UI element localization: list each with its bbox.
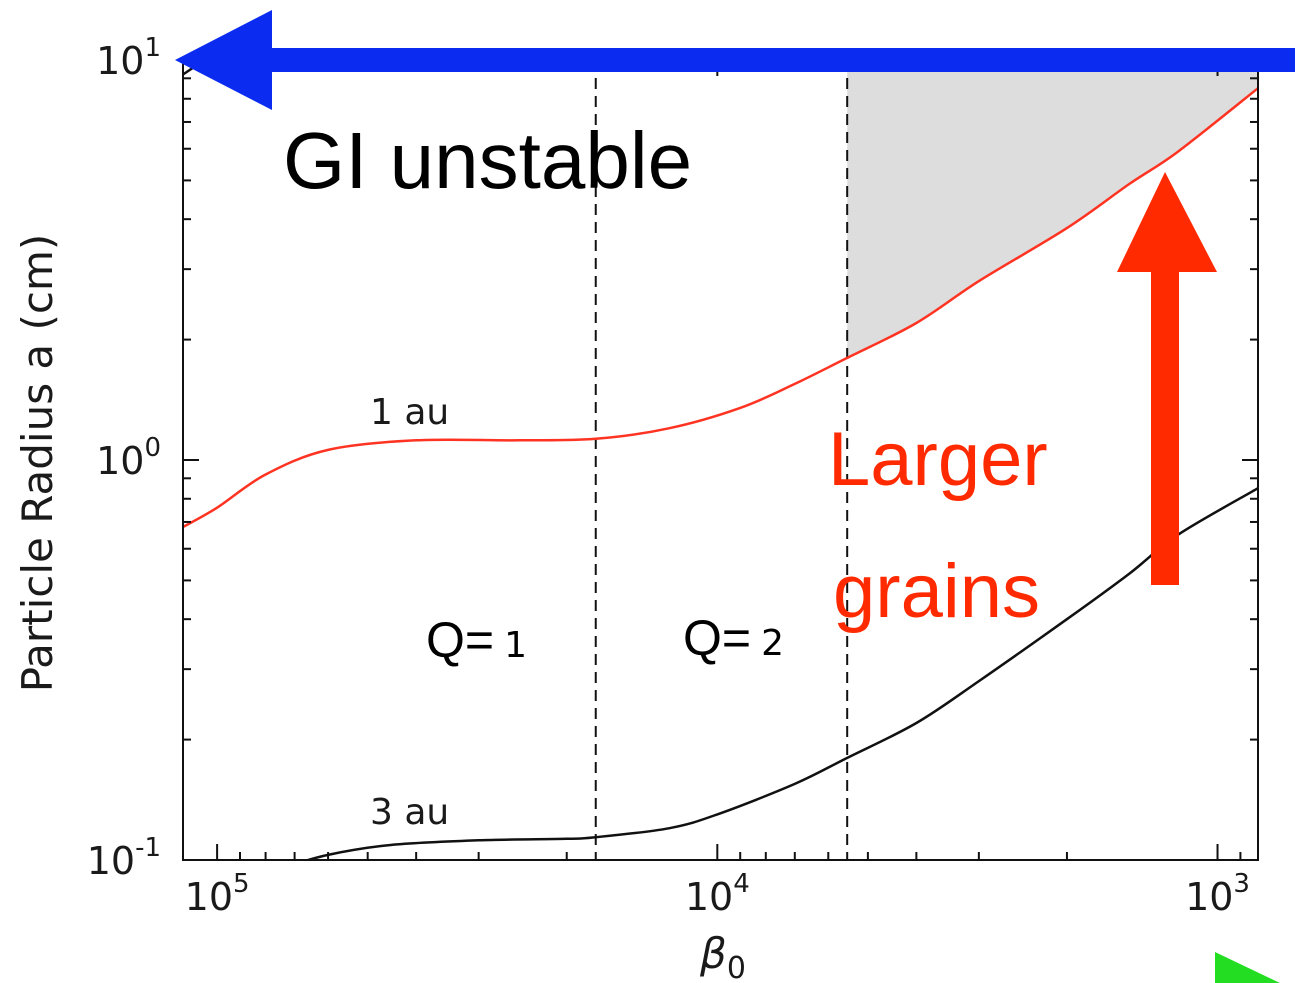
y-tick-label: 10-1	[87, 833, 161, 883]
red-arrow-shaft	[1151, 260, 1179, 585]
y-tick-label: 101	[96, 33, 161, 83]
series-line-3au	[303, 487, 1258, 860]
gi-unstable-annotation: GI unstable	[283, 116, 692, 205]
x-axis-label-sub: 0	[727, 951, 746, 983]
green-triangle-marker	[1215, 952, 1280, 983]
series-line-1au	[183, 87, 1258, 529]
x-tick-label: 105	[185, 869, 250, 919]
blue-arrow-head	[175, 10, 272, 110]
tick-labels-layer: 10-1 100 101 105 104 103	[87, 33, 1250, 919]
larger-annotation: Larger	[828, 417, 1048, 502]
grains-annotation: grains	[833, 549, 1040, 634]
series-label-3au: 3 au	[370, 792, 449, 833]
x-axis-label: β0	[699, 929, 746, 983]
series-label-1au: 1 au	[370, 392, 449, 433]
q2-label: Q= 2	[683, 610, 784, 666]
shaded-region-layer	[847, 60, 1258, 358]
x-axis-label-main: β	[699, 929, 727, 978]
q1-label: Q= 1	[426, 612, 527, 668]
y-tick-label: 100	[96, 433, 161, 483]
vertical-lines-layer	[594, 60, 849, 860]
blue-left-arrow	[175, 10, 1295, 110]
x-tick-label: 104	[685, 869, 750, 919]
y-axis-label: Particle Radius a (cm)	[13, 234, 62, 693]
shaded-unstable-region	[847, 60, 1258, 358]
red-arrow-head	[1117, 172, 1217, 272]
blue-arrow-shaft	[250, 48, 1295, 72]
x-tick-label: 103	[1185, 869, 1250, 919]
red-up-arrow	[1117, 172, 1217, 585]
